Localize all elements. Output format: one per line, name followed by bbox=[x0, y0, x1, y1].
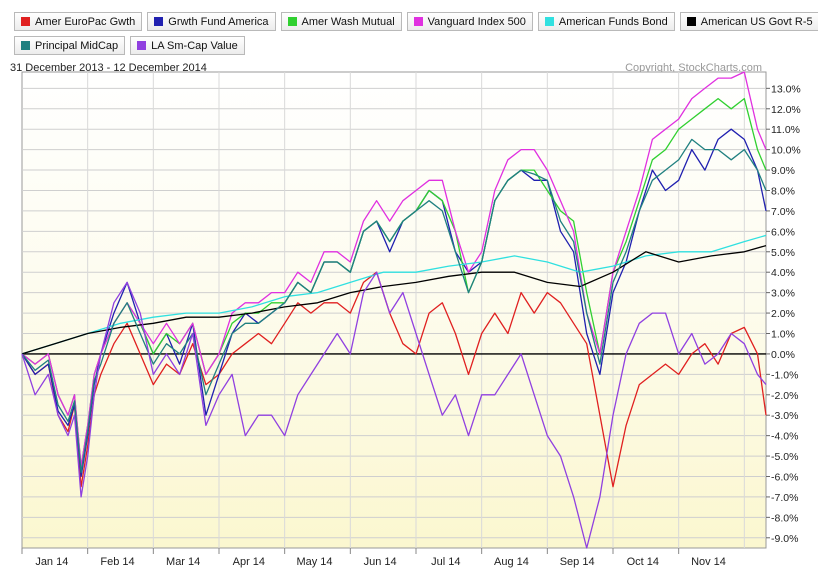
legend-row: Principal MidCap LA Sm-Cap Value bbox=[14, 36, 814, 55]
y-tick-label: 12.0% bbox=[771, 104, 801, 116]
legend-entry[interactable]: American Funds Bond bbox=[537, 12, 675, 31]
y-tick-label: 4.0% bbox=[771, 267, 795, 279]
legend-label: American US Govt R-5 bbox=[700, 15, 813, 28]
x-tick-label: Sep 14 bbox=[560, 556, 595, 568]
y-tick-label: -5.0% bbox=[771, 451, 798, 463]
legend-label: LA Sm-Cap Value bbox=[151, 39, 238, 52]
y-tick-label: 8.0% bbox=[771, 185, 795, 197]
y-tick-label: 7.0% bbox=[771, 206, 795, 218]
copyright-label: Copyright, StockCharts.com bbox=[625, 62, 762, 74]
x-tick-label: Jul 14 bbox=[431, 556, 460, 568]
legend-swatch bbox=[21, 41, 30, 50]
y-tick-label: 1.0% bbox=[771, 328, 795, 340]
series-line bbox=[21, 138, 767, 474]
y-tick-label: -7.0% bbox=[771, 492, 798, 504]
x-tick-label: May 14 bbox=[296, 556, 332, 568]
x-tick-label: Nov 14 bbox=[691, 556, 726, 568]
legend-swatch bbox=[21, 17, 30, 26]
x-tick-label: Feb 14 bbox=[100, 556, 134, 568]
legend-label: Amer Wash Mutual bbox=[301, 15, 395, 28]
legend-label: Grwth Fund America bbox=[168, 15, 269, 28]
y-tick-label: -9.0% bbox=[771, 533, 798, 545]
legend-label: American Funds Bond bbox=[558, 15, 668, 28]
y-tick-label: 2.0% bbox=[771, 308, 795, 320]
x-tick-label: Apr 14 bbox=[233, 556, 265, 568]
series-line bbox=[21, 244, 767, 355]
legend-row: Amer EuroPac Gwth Grwth Fund America Amer … bbox=[14, 12, 818, 31]
x-tick-label: Aug 14 bbox=[494, 556, 529, 568]
legend-label: Amer EuroPac Gwth bbox=[35, 15, 136, 28]
y-tick-label: 5.0% bbox=[771, 247, 795, 259]
series-line bbox=[21, 234, 767, 355]
legend-label: Principal MidCap bbox=[35, 39, 119, 52]
legend-swatch bbox=[686, 17, 696, 26]
legend-entry[interactable]: American US Govt R-5 bbox=[679, 12, 818, 31]
y-tick-label: 3.0% bbox=[771, 288, 795, 300]
legend-swatch bbox=[154, 17, 164, 26]
legend-swatch bbox=[287, 17, 297, 26]
y-tick-label: 11.0% bbox=[771, 124, 800, 136]
x-tick-label: Oct 14 bbox=[627, 556, 659, 568]
plot-background bbox=[21, 71, 767, 549]
y-tick-label: 10.0% bbox=[771, 145, 801, 157]
legend-entry[interactable]: Amer Wash Mutual bbox=[280, 12, 402, 31]
y-tick-label: 0.0% bbox=[771, 349, 795, 361]
legend-entry[interactable]: Principal MidCap bbox=[14, 36, 126, 55]
y-tick-label: -1.0% bbox=[771, 369, 798, 381]
y-tick-label: -8.0% bbox=[771, 512, 798, 524]
x-tick-label: Mar 14 bbox=[166, 556, 200, 568]
legend-swatch bbox=[544, 17, 554, 26]
legend: Amer EuroPac Gwth Grwth Fund America Amer … bbox=[14, 12, 818, 60]
legend-swatch bbox=[137, 41, 147, 50]
x-tick-label: Jan 14 bbox=[35, 556, 68, 568]
legend-swatch bbox=[413, 17, 423, 26]
legend-entry[interactable]: Amer EuroPac Gwth bbox=[14, 12, 143, 31]
chart-area: 31 December 2013 - 12 December 2014 Copyr… bbox=[0, 60, 818, 578]
y-tick-label: -3.0% bbox=[771, 410, 798, 422]
y-tick-label: 9.0% bbox=[771, 165, 795, 177]
legend-entry[interactable]: Vanguard Index 500 bbox=[406, 12, 533, 31]
y-tick-label: -6.0% bbox=[771, 471, 798, 483]
x-tick-label: Jun 14 bbox=[364, 556, 397, 568]
legend-label: Vanguard Index 500 bbox=[427, 15, 526, 28]
legend-entry[interactable]: LA Sm-Cap Value bbox=[130, 36, 245, 55]
y-tick-label: 6.0% bbox=[771, 226, 795, 238]
y-tick-label: -2.0% bbox=[771, 390, 798, 402]
legend-entry[interactable]: Grwth Fund America bbox=[147, 12, 276, 31]
y-tick-label: 13.0% bbox=[771, 83, 801, 95]
line-chart: 31 December 2013 - 12 December 2014 Copyr… bbox=[10, 62, 801, 568]
y-tick-label: -4.0% bbox=[771, 431, 798, 443]
series-line bbox=[21, 271, 767, 549]
date-range-label: 31 December 2013 - 12 December 2014 bbox=[10, 62, 207, 74]
